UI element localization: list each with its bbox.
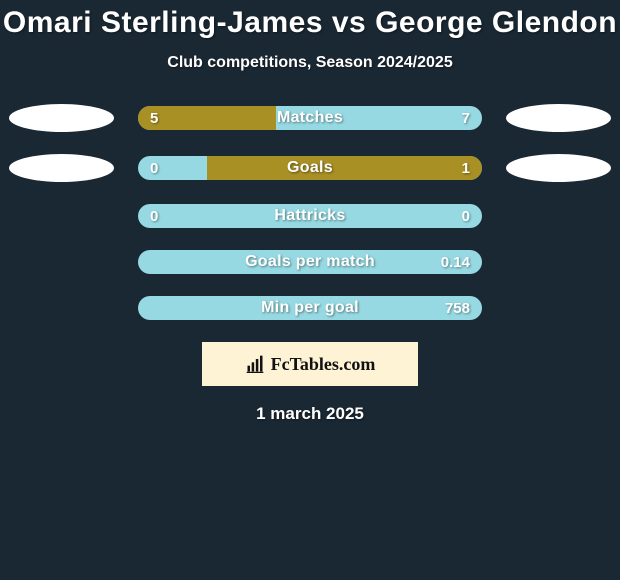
stat-bar: Goals per match0.14: [138, 250, 482, 274]
date-text: 1 march 2025: [0, 404, 620, 424]
stat-value-right: 7: [462, 106, 470, 130]
stat-bar: Min per goal758: [138, 296, 482, 320]
stat-value-right: 0.14: [441, 250, 470, 274]
stat-row: Matches5 7: [0, 104, 620, 132]
stat-value-right: 0: [462, 204, 470, 228]
stat-label: Matches: [138, 106, 482, 130]
stat-row: Min per goal758: [0, 296, 620, 320]
stat-bar: Matches5 7: [138, 106, 482, 130]
comparison-infographic: Omari Sterling-James vs George Glendon C…: [0, 0, 620, 580]
stat-label: Min per goal: [138, 296, 482, 320]
stat-label: Hattricks: [138, 204, 482, 228]
stat-bar: Goals0 1: [138, 156, 482, 180]
brand-box: FcTables.com: [202, 342, 418, 386]
subtitle: Club competitions, Season 2024/2025: [0, 54, 620, 72]
stat-row: Hattricks0 0: [0, 204, 620, 228]
stat-value-left: 0: [150, 156, 158, 180]
player-left-ellipse: [9, 104, 114, 132]
stat-label: Goals per match: [138, 250, 482, 274]
stat-value-right: 758: [445, 296, 470, 320]
stat-value-right: 1: [462, 156, 470, 180]
page-title: Omari Sterling-James vs George Glendon: [0, 6, 620, 40]
brand-chart-icon: [245, 354, 265, 374]
stat-row: Goals per match0.14: [0, 250, 620, 274]
brand-text: FcTables.com: [271, 354, 376, 375]
stat-label: Goals: [138, 156, 482, 180]
stat-row: Goals0 1: [0, 154, 620, 182]
player-left-ellipse: [9, 154, 114, 182]
player-right-ellipse: [506, 104, 611, 132]
player-right-ellipse: [506, 154, 611, 182]
stats-area: Matches57Goals01Hattricks00Goals per mat…: [0, 104, 620, 320]
stat-value-left: 5: [150, 106, 158, 130]
stat-bar: Hattricks0 0: [138, 204, 482, 228]
stat-value-left: 0: [150, 204, 158, 228]
